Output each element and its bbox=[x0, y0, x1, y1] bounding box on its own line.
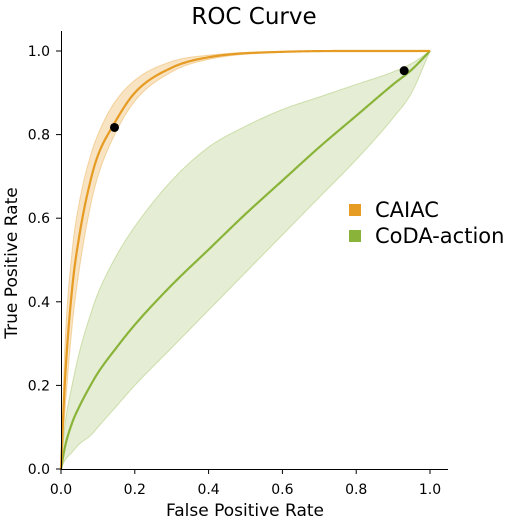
confidence-band-caiac bbox=[60, 50, 430, 470]
legend-swatch-coda-action bbox=[349, 230, 361, 242]
x-axis-label: False Positive Rate bbox=[166, 501, 324, 521]
operating-point-caiac bbox=[110, 122, 120, 132]
series-line-caiac bbox=[59, 49, 430, 470]
x-tick-label: 0.2 bbox=[124, 482, 146, 498]
legend-swatch-caiac bbox=[349, 204, 361, 216]
confidence-bands bbox=[60, 49, 432, 470]
y-tick-label: 0.6 bbox=[28, 211, 50, 227]
y-tick-label: 0.2 bbox=[28, 378, 50, 394]
legend-label-caiac: CAIAC bbox=[375, 198, 439, 222]
series-line-coda-action bbox=[59, 50, 431, 470]
y-tick-label: 0.0 bbox=[28, 462, 50, 478]
y-tick-label: 1.0 bbox=[28, 44, 50, 60]
x-tick-label: 1.0 bbox=[419, 482, 441, 498]
chart-title: ROC Curve bbox=[191, 4, 316, 30]
legend: CAIAC CoDA-action bbox=[349, 198, 504, 248]
x-tick-label: 0.0 bbox=[50, 482, 72, 498]
series-lines bbox=[59, 49, 431, 470]
x-tick-label: 0.8 bbox=[345, 482, 367, 498]
operating-points bbox=[110, 66, 409, 132]
x-axis-ticks: 0.0 0.2 0.4 0.6 0.8 1.0 bbox=[50, 469, 441, 498]
y-axis-label: True Positive Rate bbox=[2, 187, 22, 339]
y-tick-label: 0.4 bbox=[28, 295, 50, 311]
x-tick-label: 0.4 bbox=[197, 482, 219, 498]
y-axis-ticks: 0.0 0.2 0.4 0.6 0.8 1.0 bbox=[28, 44, 61, 478]
operating-point-coda-action bbox=[399, 66, 409, 76]
y-tick-label: 0.8 bbox=[28, 128, 50, 144]
plot-area bbox=[59, 49, 432, 470]
x-tick-label: 0.6 bbox=[271, 482, 293, 498]
legend-label-coda-action: CoDA-action bbox=[375, 224, 504, 248]
